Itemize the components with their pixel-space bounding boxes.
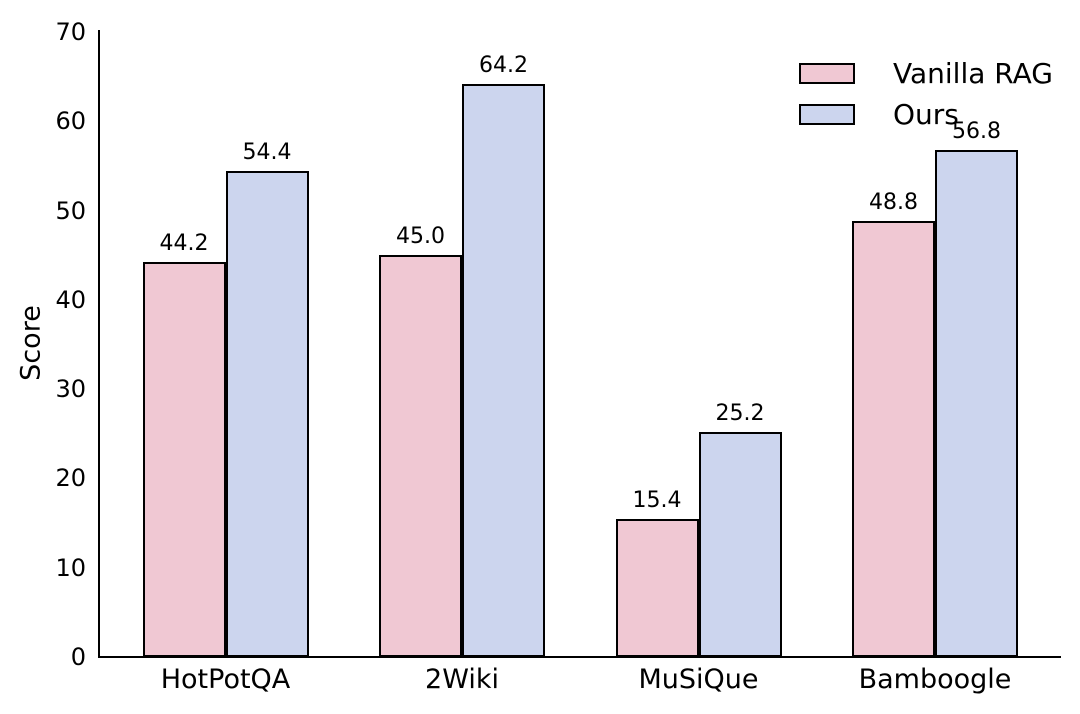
- legend-row: Vanilla RAG: [799, 53, 1053, 94]
- y-tick-label: 70: [55, 17, 86, 46]
- bar-value-label: 48.8: [869, 190, 918, 216]
- legend-row: Ours: [799, 94, 1053, 135]
- bar-ours-musique: [698, 431, 782, 657]
- y-tick-label: 0: [70, 643, 86, 671]
- bar-ours-hotpotqa: [225, 171, 309, 657]
- bar-value-label: 15.4: [632, 488, 682, 514]
- x-tick-label-hotpotqa: HotPotQA: [160, 664, 291, 695]
- x-tick-label-musique: MuSiQue: [638, 664, 759, 695]
- y-axis-line: [97, 30, 100, 658]
- bar-ours-bamboogle: [935, 149, 1018, 657]
- bar-vanilla-rag-hotpotqa: [142, 262, 226, 657]
- bar-value-label: 54.4: [242, 140, 292, 166]
- legend-swatch-icon: [799, 104, 855, 125]
- legend-label: Vanilla RAG: [893, 56, 1053, 90]
- y-tick-label: 30: [55, 375, 86, 404]
- bar-value-label: 25.2: [715, 400, 765, 426]
- legend-label: Ours: [893, 97, 959, 131]
- y-axis-tick-labels: 0 10 20 30 40 50 60 70: [0, 0, 86, 714]
- legend: Vanilla RAG Ours: [799, 53, 1053, 135]
- bar-value-label: 45.0: [396, 224, 445, 250]
- x-tick-label-bamboogle: Bamboogle: [858, 664, 1012, 695]
- bar-vanilla-rag-musique: [615, 519, 699, 657]
- x-axis-line: [97, 655, 1061, 658]
- bar-value-label: 44.2: [159, 231, 209, 257]
- bar-value-label: 56.8: [952, 118, 1001, 144]
- bar-ours-2wiki: [462, 83, 545, 657]
- x-tick-label-2wiki: 2Wiki: [425, 664, 499, 695]
- y-tick-label: 60: [55, 107, 86, 136]
- bar-vanilla-rag-2wiki: [379, 255, 462, 657]
- y-tick-label: 20: [55, 464, 86, 493]
- y-tick-label: 50: [55, 196, 86, 225]
- y-tick-label: 40: [55, 285, 86, 314]
- y-tick-label: 10: [55, 553, 86, 582]
- legend-swatch-icon: [799, 63, 855, 84]
- bar-vanilla-rag-bamboogle: [852, 221, 935, 657]
- bar-value-label: 64.2: [479, 52, 528, 78]
